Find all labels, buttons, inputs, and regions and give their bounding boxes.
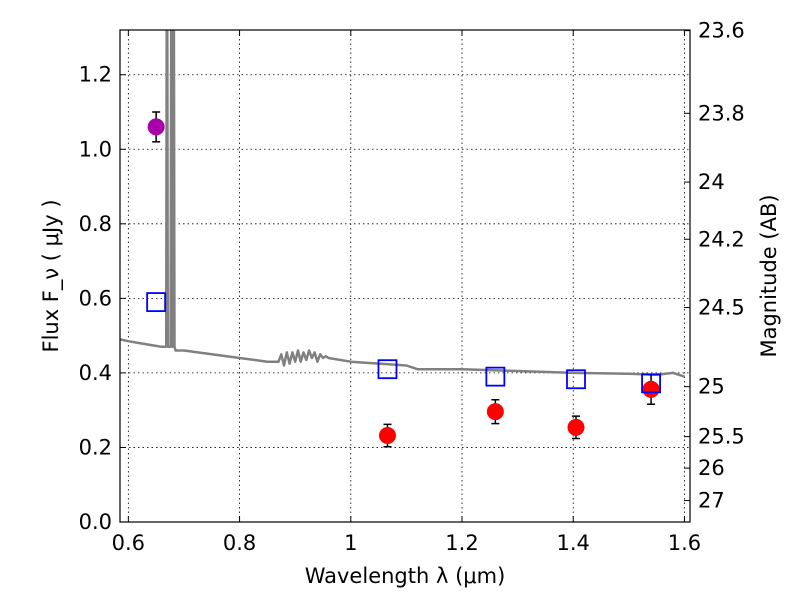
y-right-tick-label: 24 <box>698 170 725 194</box>
x-tick-label: 1 <box>344 531 357 555</box>
axis-ticks: 0.6 0.8 1 1.2 1.4 1.6 0.0 0.2 0.4 0.6 0.8 1.0 1.2 23.… <box>79 19 745 555</box>
flux-point-marker <box>378 427 396 445</box>
y-right-tick-label: 23.8 <box>698 101 745 125</box>
y-axis-label: Flux F_ν ( μJy ) <box>39 199 64 352</box>
flux-point-marker <box>567 418 585 436</box>
model-square-marker <box>566 369 586 390</box>
flux-point-marker <box>642 380 660 398</box>
x-tick-label: 0.6 <box>112 531 145 555</box>
model-square-marker <box>485 366 506 387</box>
y-tick-label: 0.0 <box>79 510 112 534</box>
y-tick-label: 1.2 <box>79 63 112 87</box>
y-tick-label: 0.8 <box>79 212 112 236</box>
flux-point-marker <box>486 403 504 421</box>
model-square-marker <box>377 359 398 380</box>
y-tick-label: 0.2 <box>79 435 112 459</box>
y-right-tick-label: 25.5 <box>698 425 745 449</box>
grid <box>120 30 690 522</box>
y-tick-label: 1.0 <box>79 137 112 161</box>
y-axis-right-label: Magnitude (AB) <box>757 194 781 357</box>
y-right-tick-label: 24.2 <box>698 227 745 251</box>
y-tick-label: 0.4 <box>79 361 112 385</box>
y-tick-label: 0.6 <box>79 286 112 310</box>
y-right-tick-label: 25 <box>698 375 725 399</box>
y-right-tick-label: 23.6 <box>698 19 745 43</box>
x-tick-label: 1.6 <box>668 531 701 555</box>
photometry-points <box>146 111 661 448</box>
x-tick-label: 0.8 <box>223 531 256 555</box>
y-right-tick-label: 24.5 <box>698 296 745 320</box>
x-tick-label: 1.4 <box>557 531 590 555</box>
x-tick-label: 1.2 <box>445 531 478 555</box>
plot-frame <box>119 29 691 523</box>
y-right-tick-label: 27 <box>698 489 725 513</box>
model-square-marker <box>641 373 661 394</box>
y-right-tick-label: 26 <box>698 456 725 480</box>
x-axis-label: Wavelength λ (μm) <box>305 564 506 588</box>
model-square-marker <box>146 292 167 312</box>
flux-point-marker <box>147 118 165 136</box>
